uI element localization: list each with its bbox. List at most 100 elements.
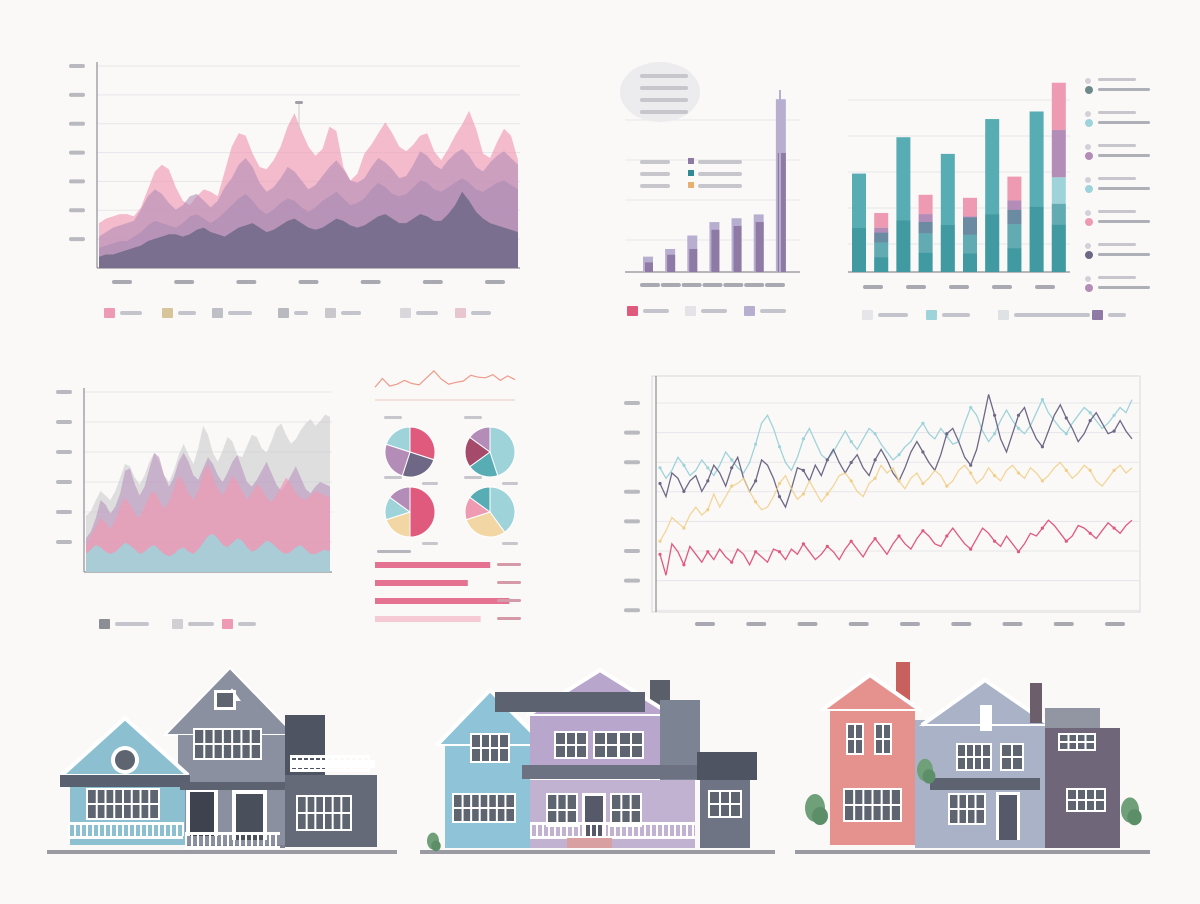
legend-text-placeholder <box>178 311 196 315</box>
tick-label-placeholder <box>69 121 85 126</box>
data-point <box>706 550 710 554</box>
tick-label-placeholder <box>69 179 85 184</box>
baluster <box>614 822 616 836</box>
main-roof <box>495 692 645 712</box>
legend-dot <box>1085 119 1093 127</box>
x-tick-placeholder <box>992 285 1012 289</box>
data-point <box>897 534 901 538</box>
area-chart-middle-left <box>56 388 332 629</box>
gable-window <box>217 693 233 707</box>
pie-slice <box>409 486 436 538</box>
data-point <box>1016 550 1021 554</box>
x-tick-placeholder <box>744 283 765 287</box>
tick-label-placeholder <box>69 237 85 242</box>
bar-base <box>1007 209 1022 272</box>
legend-swatch <box>744 306 755 316</box>
baluster <box>644 822 646 836</box>
data-point <box>825 544 829 549</box>
tick-label-placeholder <box>69 92 85 97</box>
pie-caption-placeholder <box>502 482 518 485</box>
legend-text-placeholder <box>698 184 742 188</box>
data-point <box>682 463 686 467</box>
data-point <box>754 479 758 483</box>
hbar-value-placeholder <box>497 563 521 566</box>
ground-line <box>47 850 397 854</box>
placeholder-labels <box>295 101 303 130</box>
tick-label-placeholder <box>69 208 85 213</box>
baluster <box>146 822 148 836</box>
legend-swatch <box>325 308 336 318</box>
baluster <box>590 822 592 836</box>
side-roof <box>697 752 757 780</box>
legend-text-placeholder <box>1098 243 1136 246</box>
tick-label-placeholder <box>624 519 640 524</box>
bar-base <box>1029 206 1044 272</box>
legend-text-placeholder <box>1014 313 1090 317</box>
bar-chart-top-middle <box>620 62 800 316</box>
baluster <box>185 832 187 846</box>
legend-text-placeholder <box>1098 276 1136 279</box>
data-point <box>682 489 686 493</box>
baluster <box>572 822 574 836</box>
window-mullion <box>1002 756 1022 758</box>
data-point <box>777 445 782 449</box>
legend-text-placeholder <box>1098 187 1150 190</box>
area-chart-top-left <box>69 62 520 318</box>
baluster <box>578 822 580 836</box>
data-point <box>706 479 710 483</box>
pie-slice <box>401 451 435 478</box>
legend-text-placeholder <box>1098 253 1150 256</box>
legend-marker-top <box>1085 210 1091 216</box>
data-point <box>849 539 853 543</box>
baluster <box>626 822 628 836</box>
legend-marker-top <box>1085 177 1091 183</box>
legend-swatch <box>400 308 411 318</box>
window-mullion <box>848 738 862 740</box>
baluster <box>86 822 88 836</box>
steps <box>567 838 612 848</box>
x-tick-placeholder <box>1105 622 1125 626</box>
data-point <box>777 495 782 499</box>
tick-label-placeholder <box>624 401 640 405</box>
data-point <box>921 529 925 533</box>
label-placeholder <box>640 172 670 176</box>
pie-slice <box>389 486 411 513</box>
baluster <box>74 822 76 836</box>
door <box>585 796 603 841</box>
window-mullion <box>845 804 900 806</box>
baluster <box>80 822 82 836</box>
baluster <box>326 755 328 769</box>
baluster <box>608 822 610 836</box>
tree <box>431 840 441 852</box>
baluster <box>596 822 598 836</box>
data-point <box>682 526 686 530</box>
hbar-value-placeholder <box>497 581 521 584</box>
baluster <box>344 755 346 769</box>
data-point <box>1064 416 1068 420</box>
window-mullion <box>548 809 576 811</box>
legend-dot <box>1085 152 1093 160</box>
title-text-placeholder <box>640 74 688 78</box>
legend-text-placeholder <box>188 622 214 626</box>
hbar <box>375 598 510 604</box>
x-tick-placeholder <box>1002 622 1023 626</box>
data-point <box>1016 471 1021 475</box>
x-tick-placeholder <box>174 280 195 284</box>
porch-rail <box>530 836 695 839</box>
legend-swatch <box>162 308 173 318</box>
line-chart-middle-right <box>624 375 1141 626</box>
pie-slice <box>489 426 516 477</box>
roof-trim <box>60 715 190 777</box>
legend-dot <box>1085 284 1093 292</box>
legend-marker-top <box>1085 144 1091 150</box>
bar-front <box>667 254 676 272</box>
porch-roof <box>180 782 285 790</box>
data-point <box>1064 539 1068 543</box>
window-mullion <box>950 808 984 810</box>
pie-slice <box>465 511 506 538</box>
bar-stack-segment <box>1051 82 1066 131</box>
tick-label-placeholder <box>624 578 640 583</box>
bar-stack-segment <box>874 212 889 228</box>
pie-caption-placeholder <box>422 482 438 485</box>
window-mullion <box>876 738 890 740</box>
